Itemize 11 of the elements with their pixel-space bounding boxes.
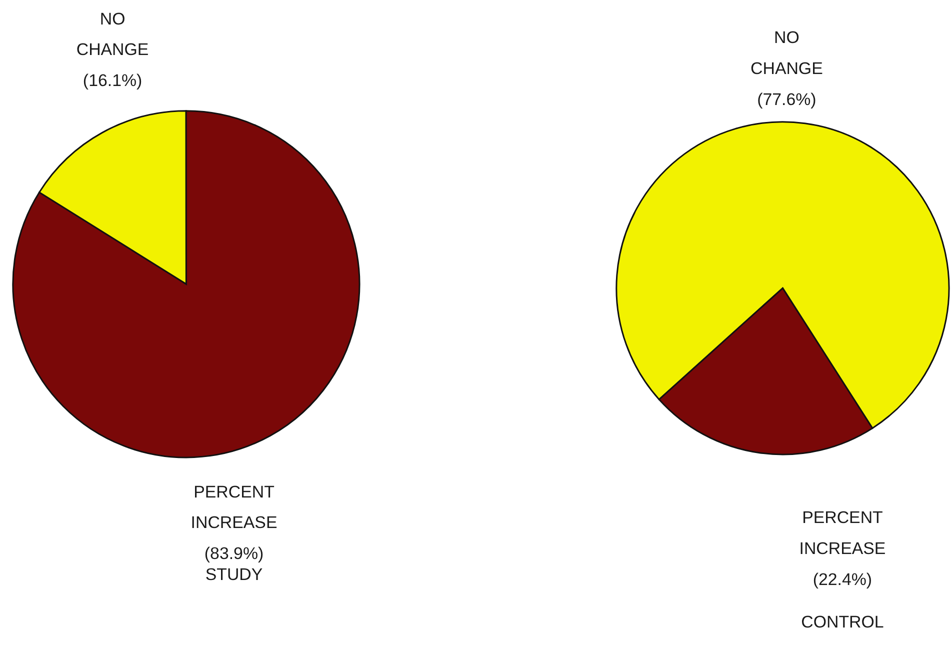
text: STUDY — [205, 564, 263, 584]
text: CONTROL — [801, 612, 884, 632]
data-label: (77.6%) — [757, 90, 816, 109]
slice-label: PERCENT INCREASE — [190, 482, 278, 532]
data-label: (83.9%) — [204, 544, 264, 564]
slice-label: NO CHANGE — [750, 28, 823, 78]
slice-label: NO CHANGE — [76, 9, 149, 60]
slice-label: PERCENT INCREASE — [799, 508, 886, 558]
data-label: (16.1%) — [82, 71, 142, 90]
data-label: (22.4%) — [812, 570, 872, 589]
pie-slice — [12, 110, 360, 458]
